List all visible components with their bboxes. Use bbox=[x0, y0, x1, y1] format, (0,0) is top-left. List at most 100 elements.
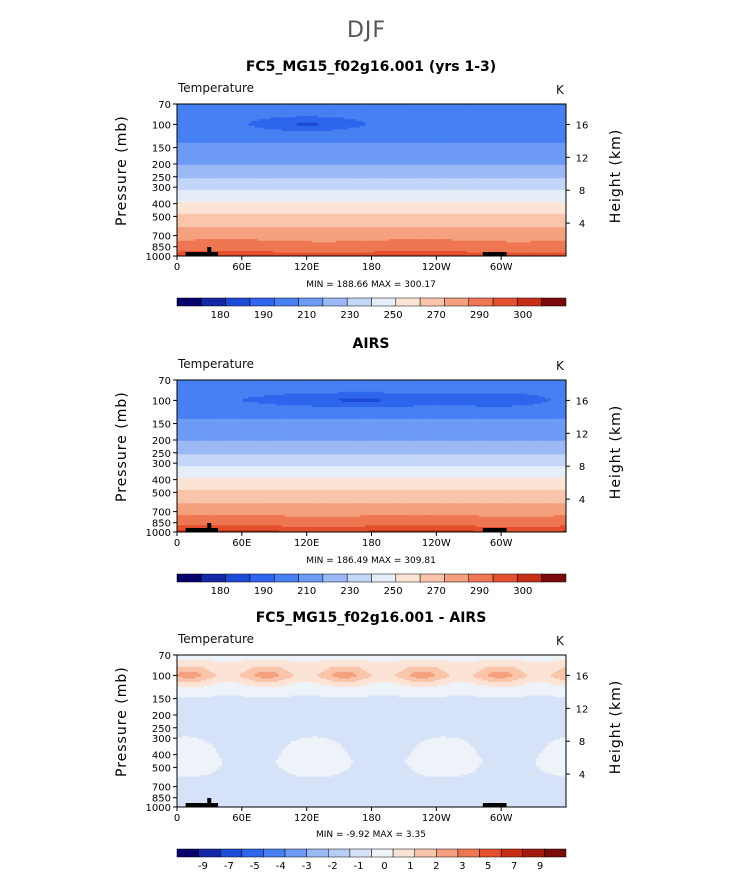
colorbar-label: -7 bbox=[224, 861, 234, 872]
colorbar-box bbox=[249, 573, 275, 583]
colorbar-box bbox=[219, 848, 243, 858]
x-tick-label: 60W bbox=[490, 538, 513, 549]
panel-2-units: K bbox=[556, 359, 564, 373]
colorbar-box bbox=[225, 573, 251, 583]
y2-tick-label: 4 bbox=[579, 770, 585, 781]
colorbar-box bbox=[284, 848, 307, 858]
terrain-africa bbox=[185, 252, 219, 256]
panel-1-units: K bbox=[556, 83, 564, 97]
terrain-andes bbox=[482, 528, 507, 532]
x-tick-label: 120W bbox=[422, 813, 451, 824]
y-tick-label: 700 bbox=[152, 783, 171, 794]
colorbar-label: 1 bbox=[407, 861, 413, 872]
y-tick-label: 200 bbox=[152, 436, 171, 447]
y2-tick-label: 16 bbox=[576, 671, 589, 682]
y2-tick-label: 8 bbox=[579, 462, 585, 473]
x-tick-label: 60E bbox=[232, 538, 251, 549]
panel-3-colorbar: -9 -7 -5 -4 -3 -2 -1 0 1 2 3 5 7 9 bbox=[176, 848, 567, 872]
colorbar-label: -1 bbox=[354, 861, 364, 872]
colorbar-box bbox=[444, 573, 469, 583]
y-tick-label: 250 bbox=[152, 724, 171, 735]
y-tick-label: 700 bbox=[152, 232, 171, 243]
y-tick-label: 1000 bbox=[146, 803, 171, 814]
panel-3-title: FC5_MG15_f02g16.001 - AIRS bbox=[176, 610, 566, 626]
y-tick-label: 150 bbox=[152, 420, 171, 431]
x-tick-label: 180 bbox=[362, 262, 381, 273]
terrain-peak bbox=[207, 798, 212, 807]
y2-tick-label: 16 bbox=[576, 396, 589, 407]
colorbar-box bbox=[201, 297, 226, 307]
x-tick-label: 120E bbox=[294, 538, 319, 549]
colorbar-label: -5 bbox=[250, 861, 260, 872]
y-tick-label: 250 bbox=[152, 173, 171, 184]
colorbar-box bbox=[298, 573, 324, 583]
colorbar-label: 7 bbox=[511, 861, 517, 872]
colorbar-label: 250 bbox=[384, 586, 403, 597]
x-tick-label: 120W bbox=[422, 262, 451, 273]
x-tick-label: 60E bbox=[232, 262, 251, 273]
colorbar-box bbox=[544, 848, 567, 858]
x-tick-label: 60W bbox=[490, 262, 513, 273]
y-tick-label: 200 bbox=[152, 711, 171, 722]
y2-tick-label: 12 bbox=[576, 429, 589, 440]
y-tick-label: 70 bbox=[158, 100, 171, 111]
colorbar-box bbox=[541, 297, 567, 307]
colorbar-box bbox=[541, 573, 567, 583]
colorbar-box bbox=[298, 297, 324, 307]
colorbar-box bbox=[346, 573, 372, 583]
colorbar-label: 180 bbox=[211, 310, 230, 321]
colorbar-label: 210 bbox=[297, 586, 316, 597]
y-tick-label: 150 bbox=[152, 144, 171, 155]
colorbar-label: 9 bbox=[537, 861, 543, 872]
colorbar-box bbox=[349, 848, 372, 858]
colorbar-box bbox=[306, 848, 329, 858]
colorbar-box bbox=[198, 848, 221, 858]
y2-tick-label: 4 bbox=[579, 219, 585, 230]
panel-1-title: FC5_MG15_f02g16.001 (yrs 1-3) bbox=[176, 59, 566, 75]
y-tick-label: 100 bbox=[152, 120, 171, 131]
y-tick-label: 850 bbox=[152, 519, 171, 530]
panel-3-stats: MIN = -9.92 MAX = 3.35 bbox=[176, 830, 566, 840]
colorbar-label: 230 bbox=[340, 310, 359, 321]
y-tick-label: 300 bbox=[152, 459, 171, 470]
colorbar-label: -4 bbox=[276, 861, 286, 872]
colorbar-box bbox=[274, 573, 299, 583]
x-tick-label: 180 bbox=[362, 813, 381, 824]
colorbar-box bbox=[500, 848, 524, 858]
colorbar-box bbox=[392, 848, 415, 858]
x-tick-label: 60W bbox=[490, 813, 513, 824]
y2-tick-label: 8 bbox=[579, 186, 585, 197]
y-tick-label: 1000 bbox=[146, 252, 171, 263]
panel-2-colorbar: 180 190 210 230 250 270 290 300 bbox=[176, 573, 567, 597]
colorbar-box bbox=[479, 848, 502, 858]
colorbar-box bbox=[176, 297, 202, 307]
y2-tick-label: 16 bbox=[576, 120, 589, 131]
panel-1-stats: MIN = 188.66 MAX = 300.17 bbox=[176, 280, 566, 290]
colorbar-box bbox=[371, 848, 394, 858]
colorbar-box bbox=[346, 297, 372, 307]
y-tick-label: 500 bbox=[152, 488, 171, 499]
y-tick-label: 400 bbox=[152, 200, 171, 211]
y-tick-label: 300 bbox=[152, 183, 171, 194]
x-tick-label: 0 bbox=[174, 538, 180, 549]
colorbar-label: 270 bbox=[427, 586, 446, 597]
y-tick-label: 400 bbox=[152, 751, 171, 762]
colorbar-box bbox=[176, 848, 199, 858]
y-tick-label: 400 bbox=[152, 476, 171, 487]
colorbar-box bbox=[444, 297, 469, 307]
colorbar-label: 190 bbox=[254, 586, 273, 597]
colorbar-label: 180 bbox=[211, 586, 230, 597]
colorbar-box bbox=[419, 297, 445, 307]
panel-3-field bbox=[177, 655, 566, 807]
colorbar-box bbox=[263, 848, 286, 858]
colorbar-box bbox=[395, 297, 421, 307]
panel-1-field bbox=[177, 104, 566, 256]
terrain-peak bbox=[207, 523, 212, 532]
x-tick-label: 120W bbox=[422, 538, 451, 549]
colorbar-label: -2 bbox=[328, 861, 338, 872]
panel-2-stats: MIN = 186.49 MAX = 309.81 bbox=[176, 556, 566, 566]
colorbar-label: 2 bbox=[433, 861, 439, 872]
